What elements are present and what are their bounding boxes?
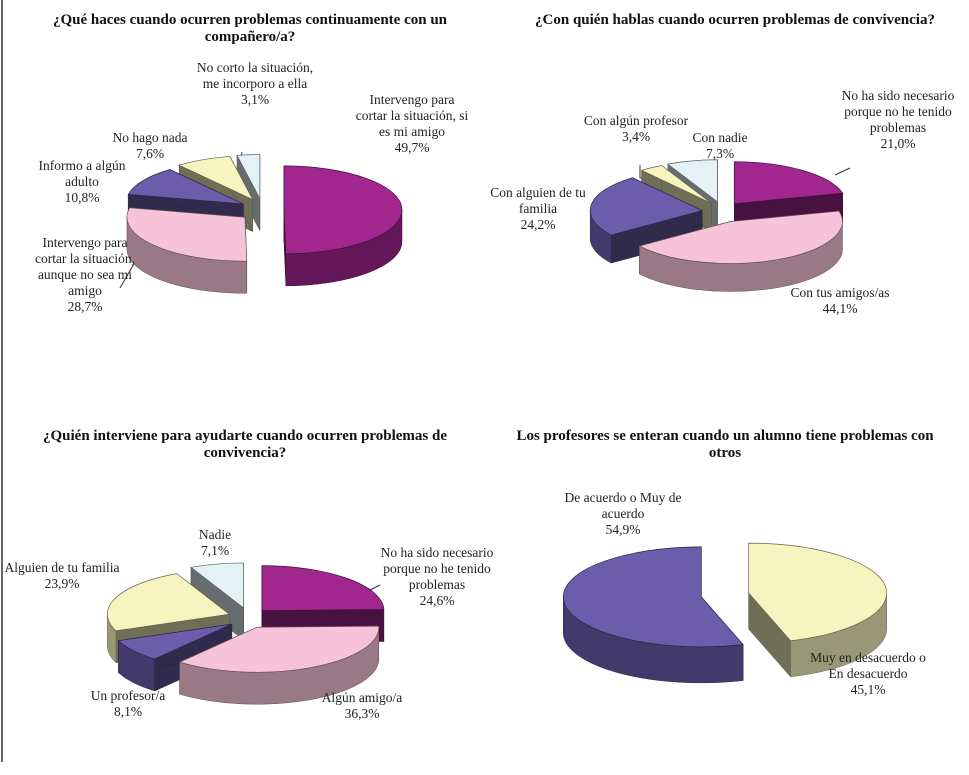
slice-label: Informo a algún adulto 10,8%	[23, 158, 141, 206]
slice-value: 49,7%	[394, 140, 430, 155]
slice-label: Algún amigo/a 36,3%	[303, 690, 421, 722]
slice-name: Muy en desacuerdo o En desacuerdo	[810, 650, 926, 681]
slice-name: Con nadie	[692, 130, 748, 145]
slice	[126, 207, 248, 262]
slice-name: Un profesor/a	[90, 688, 166, 703]
slice	[117, 623, 233, 660]
slice-value: 8,1%	[113, 704, 143, 719]
slice-label: No hago nada 7,6%	[91, 130, 209, 162]
slice	[638, 210, 843, 264]
slice	[562, 546, 744, 648]
slice-label: Alguien de tu familia 23,9%	[3, 560, 121, 592]
slice-value: 44,1%	[822, 301, 858, 316]
slice	[748, 542, 888, 642]
slice	[733, 161, 844, 205]
slice-name: No ha sido necesario porque no he tenido…	[841, 88, 955, 135]
slice-value: 7,6%	[135, 146, 165, 161]
slice-label: Un profesor/a 8,1%	[69, 688, 187, 720]
slice	[667, 159, 718, 203]
chart-title: Los profesores se enteran cuando un alum…	[516, 428, 934, 461]
slice-name: Intervengo para cortar la situación, si …	[355, 92, 469, 139]
slice-name: Intervengo para cortar la situación, aun…	[34, 235, 136, 298]
slice-value: 10,8%	[64, 190, 100, 205]
slice-name: Alguien de tu familia	[4, 560, 120, 575]
slice-label: Muy en desacuerdo o En desacuerdo 45,1%	[809, 650, 927, 698]
slice	[178, 625, 380, 673]
slice-label: De acuerdo o Muy de acuerdo 54,9%	[564, 490, 682, 538]
slice-label: No ha sido necesario porque no he tenido…	[839, 88, 957, 152]
slice-value: 7,1%	[200, 543, 230, 558]
chart-title: ¿Quién interviene para ayudarte cuando o…	[42, 428, 448, 461]
slice	[127, 169, 244, 205]
slice-value: 45,1%	[850, 682, 886, 697]
slice-label: Nadie 7,1%	[156, 527, 274, 559]
slice-value: 3,4%	[621, 129, 651, 144]
slice-value: 7,3%	[705, 146, 735, 161]
slice-value: 24,2%	[520, 217, 556, 232]
slice	[236, 154, 261, 199]
slice-value: 28,7%	[67, 299, 103, 314]
slice-value: 3,1%	[240, 92, 270, 107]
slice-value: 36,3%	[344, 706, 380, 721]
slice	[107, 573, 231, 632]
slice-value: 24,6%	[419, 593, 455, 608]
slice-label: Intervengo para cortar la situación, aun…	[26, 235, 144, 315]
slice	[640, 165, 712, 204]
slice-name: Algún amigo/a	[321, 690, 403, 705]
slice-name: Con tus amigos/as	[790, 285, 890, 300]
slice-name: De acuerdo o Muy de acuerdo	[564, 490, 682, 521]
slice	[283, 165, 403, 255]
slice-label: No ha sido necesario porque no he tenido…	[378, 545, 496, 609]
slice-value: 54,9%	[605, 522, 641, 537]
slice-label: Con algún profesor 3,4%	[577, 113, 695, 145]
chart-title: ¿Qué haces cuando ocurren problemas cont…	[52, 12, 448, 45]
slice-value: 21,0%	[880, 136, 916, 151]
leader-line	[834, 167, 851, 176]
slice-name: Nadie	[198, 527, 232, 542]
slice-name: Informo a algún adulto	[38, 158, 126, 189]
slice-name: Con alguien de tu familia	[490, 185, 586, 216]
slice	[261, 565, 385, 611]
slice-name: No corto la situación, me incorporo a el…	[196, 60, 314, 91]
slice-label: Con tus amigos/as 44,1%	[781, 285, 899, 317]
slice	[589, 177, 704, 236]
slice-label: Con alguien de tu familia 24,2%	[479, 185, 597, 233]
chart-title: ¿Con quién hablas cuando ocurren problem…	[535, 12, 935, 28]
slice-label: Con nadie 7,3%	[661, 130, 779, 162]
slice-name: Con algún profesor	[583, 113, 689, 128]
slice-label: No corto la situación, me incorporo a el…	[196, 60, 314, 108]
slice-name: No hago nada	[112, 130, 188, 145]
slice-value: 23,9%	[44, 576, 80, 591]
slice	[178, 156, 254, 201]
slice-name: No ha sido necesario porque no he tenido…	[380, 545, 494, 592]
slice	[190, 562, 244, 609]
slice-label: Intervengo para cortar la situación, si …	[353, 92, 471, 156]
